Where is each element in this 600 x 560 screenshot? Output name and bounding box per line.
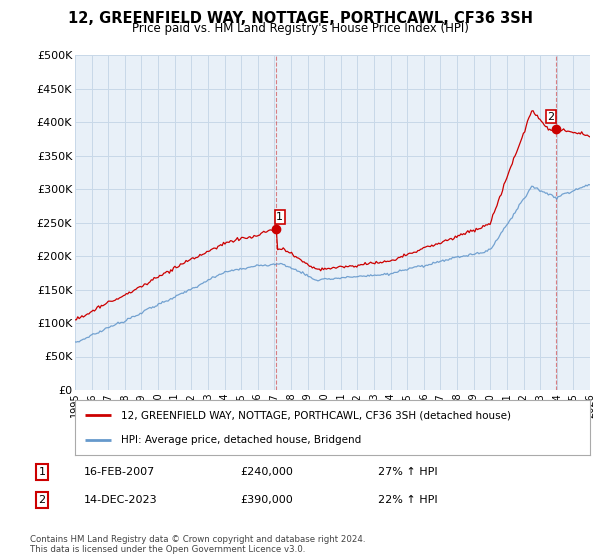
Text: 12, GREENFIELD WAY, NOTTAGE, PORTHCAWL, CF36 3SH (detached house): 12, GREENFIELD WAY, NOTTAGE, PORTHCAWL, … [121,410,511,421]
Text: 12, GREENFIELD WAY, NOTTAGE, PORTHCAWL, CF36 3SH: 12, GREENFIELD WAY, NOTTAGE, PORTHCAWL, … [67,11,533,26]
Text: 14-DEC-2023: 14-DEC-2023 [84,495,158,505]
Text: 22% ↑ HPI: 22% ↑ HPI [378,495,437,505]
Text: Contains HM Land Registry data © Crown copyright and database right 2024.
This d: Contains HM Land Registry data © Crown c… [30,535,365,554]
Text: 1: 1 [38,467,46,477]
Text: Price paid vs. HM Land Registry's House Price Index (HPI): Price paid vs. HM Land Registry's House … [131,22,469,35]
Text: 2: 2 [548,111,554,122]
Text: HPI: Average price, detached house, Bridgend: HPI: Average price, detached house, Brid… [121,435,362,445]
Text: 1: 1 [276,212,283,222]
Text: 2: 2 [38,495,46,505]
Text: 27% ↑ HPI: 27% ↑ HPI [378,467,437,477]
Text: £390,000: £390,000 [240,495,293,505]
Text: £240,000: £240,000 [240,467,293,477]
Text: 16-FEB-2007: 16-FEB-2007 [84,467,155,477]
